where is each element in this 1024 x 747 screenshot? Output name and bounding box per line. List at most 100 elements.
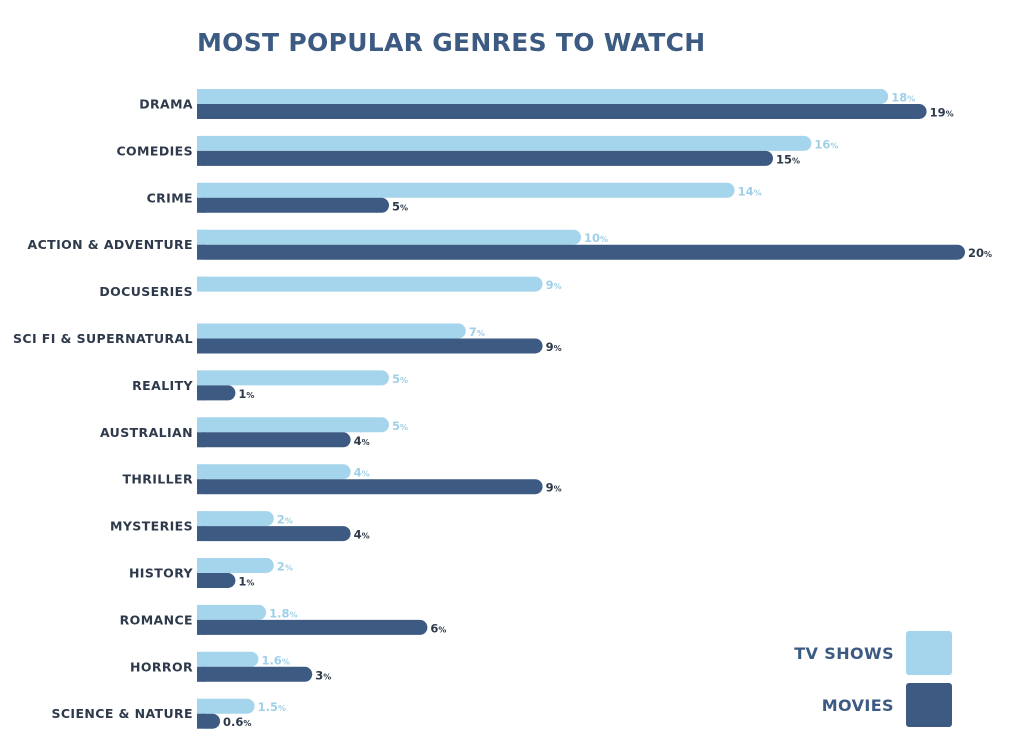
category-label-horror: HORROR	[130, 659, 193, 674]
bar-tv-shows-mysteries	[197, 511, 274, 527]
bar-edge-movies-drama	[197, 104, 205, 119]
category-label-science-and-nature: SCIENCE & NATURE	[51, 706, 193, 721]
legend-swatch-tv-shows	[906, 631, 952, 675]
bar-edge-tv-shows-history	[197, 558, 205, 573]
legend-item-tv-shows: TV SHOWS	[794, 631, 952, 675]
value-label-movies-science-and-nature: 0.6%	[223, 715, 251, 729]
chart-title: MOST POPULAR GENRES TO WATCH	[197, 28, 706, 57]
bar-tv-shows-sci-fi-and-supernatural	[197, 323, 466, 339]
bar-edge-movies-mysteries	[197, 526, 205, 542]
bar-edge-tv-shows-docuseries	[197, 276, 205, 292]
value-label-tv-shows-sci-fi-and-supernatural: 7%	[469, 325, 485, 339]
bar-edge-tv-shows-australian	[197, 417, 205, 433]
bar-edge-tv-shows-comedies	[197, 135, 205, 151]
value-label-movies-crime: 5%	[392, 199, 408, 213]
bar-tv-shows-science-and-nature	[197, 698, 255, 714]
value-label-tv-shows-mysteries: 2%	[277, 512, 293, 526]
value-label-movies-action-and-adventure: 20%	[968, 246, 992, 260]
value-label-movies-comedies: 15%	[776, 152, 800, 166]
bar-edge-tv-shows-mysteries	[197, 511, 205, 527]
category-label-action-and-adventure: ACTION & ADVENTURE	[28, 237, 193, 252]
bar-tv-shows-australian	[197, 417, 389, 433]
bar-movies-romance	[197, 619, 428, 635]
bar-edge-tv-shows-crime	[197, 182, 205, 198]
legend-swatch-movies	[906, 683, 952, 727]
bar-edge-tv-shows-reality	[197, 370, 205, 386]
bar-movies-reality	[197, 385, 236, 401]
bar-movies-mysteries	[197, 526, 351, 542]
bar-edge-tv-shows-thriller	[197, 464, 205, 480]
bar-edge-tv-shows-romance	[197, 604, 205, 620]
bar-movies-australian	[197, 432, 351, 448]
value-label-tv-shows-romance: 1.8%	[269, 606, 297, 620]
bar-movies-comedies	[197, 150, 773, 166]
bar-edge-tv-shows-drama	[197, 89, 205, 104]
value-label-tv-shows-reality: 5%	[392, 371, 408, 385]
value-label-tv-shows-action-and-adventure: 10%	[584, 231, 608, 245]
bar-tv-shows-action-and-adventure	[197, 229, 581, 245]
bar-edge-tv-shows-action-and-adventure	[197, 229, 205, 245]
bar-edge-movies-history	[197, 573, 205, 588]
bar-tv-shows-reality	[197, 370, 389, 386]
bar-movies-horror	[197, 666, 313, 682]
bar-tv-shows-docuseries	[197, 276, 543, 292]
bar-tv-shows-crime	[197, 182, 735, 198]
bar-edge-movies-australian	[197, 432, 205, 448]
value-label-movies-history: 1%	[238, 574, 254, 588]
bar-edge-movies-romance	[197, 619, 205, 635]
bar-edge-movies-action-and-adventure	[197, 244, 205, 260]
legend-label-movies: MOVIES	[821, 695, 894, 715]
bar-movies-action-and-adventure	[197, 244, 965, 260]
legend-item-movies: MOVIES	[822, 683, 952, 727]
bar-edge-movies-sci-fi-and-supernatural	[197, 338, 205, 354]
bar-edge-tv-shows-horror	[197, 651, 205, 667]
value-label-movies-drama: 19%	[930, 105, 954, 119]
category-label-crime: CRIME	[147, 190, 193, 205]
value-label-tv-shows-science-and-nature: 1.5%	[258, 700, 286, 714]
value-label-tv-shows-crime: 14%	[738, 184, 762, 198]
category-label-drama: DRAMA	[139, 97, 193, 112]
bar-edge-tv-shows-science-and-nature	[197, 698, 205, 714]
bar-tv-shows-thriller	[197, 464, 351, 480]
category-label-australian: AUSTRALIAN	[100, 425, 193, 440]
bar-tv-shows-history	[197, 558, 274, 573]
bar-edge-movies-crime	[197, 197, 205, 213]
value-label-movies-australian: 4%	[354, 433, 370, 447]
category-label-romance: ROMANCE	[120, 612, 193, 627]
value-label-tv-shows-horror: 1.6%	[261, 653, 289, 667]
bar-edge-movies-science-and-nature	[197, 713, 205, 729]
bar-movies-sci-fi-and-supernatural	[197, 338, 543, 354]
bar-edge-movies-reality	[197, 385, 205, 401]
value-label-movies-reality: 1%	[238, 386, 254, 400]
category-label-docuseries: DOCUSERIES	[99, 284, 193, 299]
bar-tv-shows-romance	[197, 604, 267, 620]
bar-edge-tv-shows-sci-fi-and-supernatural	[197, 323, 205, 339]
value-label-tv-shows-history: 2%	[277, 559, 293, 573]
category-label-mysteries: MYSTERIES	[110, 519, 193, 534]
value-label-tv-shows-docuseries: 9%	[546, 278, 562, 292]
value-label-movies-mysteries: 4%	[354, 527, 370, 541]
bar-movies-crime	[197, 197, 389, 213]
bar-edge-movies-horror	[197, 666, 205, 682]
bar-tv-shows-drama	[197, 89, 889, 104]
bar-tv-shows-comedies	[197, 135, 812, 151]
category-label-reality: REALITY	[132, 378, 193, 393]
category-label-history: HISTORY	[129, 566, 194, 581]
value-label-movies-thriller: 9%	[546, 480, 562, 494]
category-label-comedies: COMEDIES	[116, 143, 193, 158]
value-label-tv-shows-thriller: 4%	[354, 465, 370, 479]
value-label-tv-shows-drama: 18%	[891, 90, 915, 104]
bar-movies-thriller	[197, 479, 543, 495]
bar-edge-movies-comedies	[197, 150, 205, 166]
bar-movies-history	[197, 573, 236, 588]
bar-edge-movies-thriller	[197, 479, 205, 495]
bar-movies-drama	[197, 104, 927, 119]
value-label-movies-sci-fi-and-supernatural: 9%	[546, 340, 562, 354]
bar-tv-shows-horror	[197, 651, 259, 667]
value-label-movies-romance: 6%	[430, 621, 446, 635]
value-label-tv-shows-comedies: 16%	[814, 137, 838, 151]
category-label-sci-fi-and-supernatural: SCI FI & SUPERNATURAL	[13, 331, 193, 346]
category-label-thriller: THRILLER	[122, 472, 193, 487]
legend-label-tv-shows: TV SHOWS	[794, 643, 894, 663]
